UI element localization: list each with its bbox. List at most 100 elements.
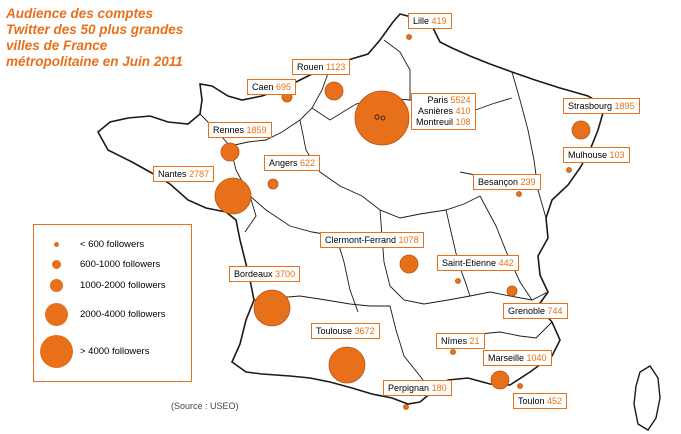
asnieres-marker: [374, 114, 380, 120]
city-value: 622: [300, 158, 316, 168]
city-value: 419: [431, 16, 447, 26]
legend-swatch: [45, 303, 68, 326]
city-name: Rouen: [297, 62, 324, 72]
city-value: 1078: [398, 235, 419, 245]
city-name: Nantes: [158, 169, 187, 179]
city-marker-nantes: [214, 177, 252, 215]
label-nantes: Nantes 2787: [153, 166, 215, 182]
legend-swatch: [40, 335, 73, 368]
city-marker-angers: [267, 178, 279, 190]
city-value: 1859: [246, 125, 267, 135]
title-line-3: villes de France: [6, 38, 108, 53]
city-marker-marseille: [490, 370, 510, 390]
city-marker-clermont: [399, 254, 419, 274]
city-name: Mulhouse: [568, 150, 608, 160]
city-name: Perpignan: [388, 383, 430, 393]
city-marker-lille: [406, 34, 412, 40]
city-value: 3700: [275, 269, 296, 279]
montreuil-marker: [380, 115, 386, 121]
label-caen: Caen 695: [247, 79, 297, 95]
legend-label: 2000-4000 followers: [80, 309, 166, 320]
city-marker-toulouse: [328, 346, 366, 384]
legend: < 600 followers 600-1000 followers 1000-…: [33, 224, 192, 382]
city-value: 239: [520, 177, 536, 187]
city-name: Toulouse: [316, 326, 353, 336]
source-note: (Source : USEO): [171, 401, 239, 411]
city-value: 452: [547, 396, 563, 406]
city-name: Grenoble: [508, 306, 546, 316]
city-value: 21: [469, 336, 480, 346]
label-rennes: Rennes 1859: [208, 122, 272, 138]
label-perpignan: Perpignan 180: [383, 380, 452, 396]
city-marker-rouen: [324, 81, 344, 101]
map-title: Audience des comptes Twitter des 50 plus…: [6, 6, 236, 70]
label-rouen: Rouen 1123: [292, 59, 351, 75]
city-value: 1123: [326, 62, 346, 72]
label-marseille: Marseille 1040: [483, 350, 552, 366]
city-value: 3672: [354, 326, 375, 336]
city-name: Lille: [413, 16, 430, 26]
city-value: 410: [455, 106, 471, 116]
city-name: Saint-Etienne: [442, 258, 497, 268]
city-name: Clermont-Ferrand: [325, 235, 397, 245]
city-name: Toulon: [518, 396, 545, 406]
label-angers: Angers 622: [264, 155, 321, 171]
city-marker-bordeaux: [253, 289, 291, 327]
city-name: Marseille: [488, 353, 525, 363]
city-value: 1895: [614, 101, 635, 111]
city-value: 744: [547, 306, 563, 316]
label-toulouse: Toulouse 3672: [311, 323, 380, 339]
label-bordeaux: Bordeaux 3700: [229, 266, 301, 282]
city-name: Paris: [427, 95, 449, 105]
label-strasbourg: Strasbourg 1895: [563, 98, 640, 114]
title-line-4: métropolitaine en Juin 2011: [6, 54, 183, 69]
city-value: 442: [498, 258, 514, 268]
city-value: 695: [276, 82, 292, 92]
title-line-1: Audience des comptes: [6, 6, 154, 21]
france-outline: [96, 13, 606, 405]
label-lille: Lille 419: [408, 13, 452, 29]
city-marker-paris: [354, 90, 410, 146]
label-mulhouse: Mulhouse 103: [563, 147, 630, 163]
label-toulon: Toulon 452: [513, 393, 568, 409]
city-name: Strasbourg: [568, 101, 613, 111]
city-value: 103: [609, 150, 625, 160]
legend-swatch: [54, 242, 59, 247]
city-marker-strasbourg: [571, 120, 591, 140]
legend-label: < 600 followers: [80, 239, 145, 250]
city-marker-grenoble: [506, 285, 518, 297]
title-line-2: Twitter des 50 plus grandes: [6, 22, 184, 37]
city-name: Montreuil: [416, 117, 454, 127]
label-besancon: Besançon 239: [473, 174, 541, 190]
label-saint-etienne: Saint-Etienne 442: [437, 255, 519, 271]
city-value: 5524: [450, 95, 471, 105]
city-name: Asnières: [418, 106, 454, 116]
city-marker-perpignan: [403, 404, 409, 410]
city-value: 2787: [189, 169, 210, 179]
label-clermont-ferrand: Clermont-Ferrand 1078: [320, 232, 424, 248]
city-marker-mulhouse: [566, 167, 572, 173]
city-name: Besançon: [478, 177, 519, 187]
legend-swatch: [50, 279, 63, 292]
label-grenoble: Grenoble 744: [503, 303, 568, 319]
legend-label: 1000-2000 followers: [80, 280, 166, 291]
city-marker-saint-etienne: [455, 278, 461, 284]
legend-label: > 4000 followers: [80, 346, 150, 357]
city-name: Rennes: [213, 125, 245, 135]
corsica-outline: [633, 365, 661, 431]
legend-swatch: [52, 260, 61, 269]
city-value: 108: [455, 117, 471, 127]
legend-label: 600-1000 followers: [80, 259, 161, 270]
city-marker-nimes: [450, 349, 456, 355]
label-paris-area: Paris 5524 Asnières 410 Montreuil 108: [411, 93, 476, 130]
city-marker-besancon: [516, 191, 522, 197]
city-name: Nîmes: [441, 336, 468, 346]
city-markers: [214, 34, 591, 410]
city-value: 180: [431, 383, 447, 393]
city-marker-rennes: [220, 142, 240, 162]
city-name: Bordeaux: [234, 269, 273, 279]
city-name: Caen: [252, 82, 274, 92]
label-nimes: Nîmes 21: [436, 333, 485, 349]
